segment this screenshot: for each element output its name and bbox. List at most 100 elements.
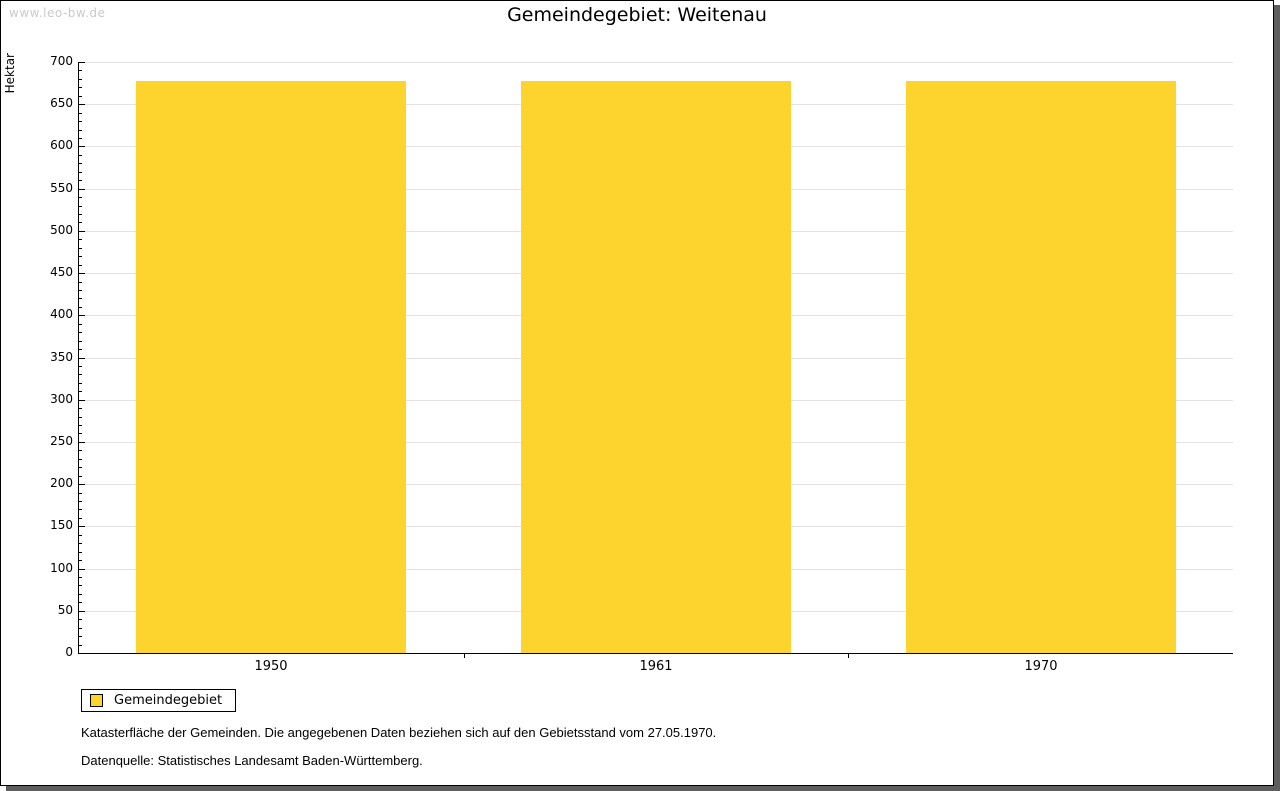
- y-axis-minor-tick: [79, 138, 82, 139]
- y-axis-tick-label: 150: [50, 518, 73, 532]
- y-axis-major-tick: [79, 442, 85, 443]
- y-axis-major-tick: [79, 611, 85, 612]
- y-axis-major-tick: [79, 358, 85, 359]
- y-axis-minor-tick: [79, 222, 82, 223]
- y-axis-minor-tick: [79, 163, 82, 164]
- y-axis-tick-label: 650: [50, 96, 73, 110]
- y-axis-minor-tick: [79, 467, 82, 468]
- y-axis-minor-tick: [79, 552, 82, 553]
- y-axis-minor-tick: [79, 206, 82, 207]
- y-axis-tick-label: 400: [50, 307, 73, 321]
- y-axis-minor-tick: [79, 509, 82, 510]
- y-axis-minor-tick: [79, 408, 82, 409]
- y-axis-minor-tick: [79, 341, 82, 342]
- y-axis-minor-tick: [79, 248, 82, 249]
- bar-1970: [906, 81, 1176, 653]
- y-axis-minor-tick: [79, 417, 82, 418]
- x-axis-tick-label: 1961: [639, 659, 673, 674]
- y-axis-minor-tick: [79, 577, 82, 578]
- y-axis-minor-tick: [79, 172, 82, 173]
- y-axis-major-tick: [79, 231, 85, 232]
- plot-area: 0 50 100 150 200 250 300 350 400 450 500 550 600 650 7…: [50, 54, 1233, 674]
- y-axis-minor-tick: [79, 214, 82, 215]
- y-axis-minor-tick: [79, 645, 82, 646]
- y-axis-tick-label: 600: [50, 138, 73, 152]
- y-axis-minor-tick: [79, 501, 82, 502]
- y-axis-minor-tick: [79, 476, 82, 477]
- x-axis-boundary-tick: [848, 654, 849, 658]
- y-axis-minor-tick: [79, 636, 82, 637]
- y-axis-minor-tick: [79, 79, 82, 80]
- y-axis-tick-label: 700: [50, 54, 73, 68]
- y-axis-major-tick: [79, 653, 85, 654]
- y-axis-major-tick: [79, 484, 85, 485]
- watermark-url: www.leo-bw.de: [9, 6, 106, 20]
- y-axis-minor-tick: [79, 349, 82, 350]
- chart-title: Gemeindegebiet: Weitenau: [507, 4, 767, 26]
- y-axis-tick-label: 350: [50, 350, 73, 364]
- y-axis-major-tick: [79, 569, 85, 570]
- y-axis-tick-label: 250: [50, 434, 73, 448]
- y-axis-major-tick: [79, 189, 85, 190]
- y-axis-major-tick: [79, 62, 85, 63]
- y-axis-minor-tick: [79, 121, 82, 122]
- y-axis-minor-tick: [79, 628, 82, 629]
- y-axis-tick-label: 300: [50, 392, 73, 406]
- footnote-datasource: Datenquelle: Statistisches Landesamt Bad…: [81, 753, 423, 768]
- y-axis-minor-tick: [79, 535, 82, 536]
- y-axis-major-tick: [79, 400, 85, 401]
- y-axis-minor-tick: [79, 594, 82, 595]
- y-axis-minor-tick: [79, 180, 82, 181]
- y-axis-minor-tick: [79, 332, 82, 333]
- y-axis-minor-tick: [79, 518, 82, 519]
- legend-label: Gemeindegebiet: [114, 693, 223, 708]
- y-axis-major-tick: [79, 526, 85, 527]
- y-axis-minor-tick: [79, 450, 82, 451]
- y-axis-major-tick: [79, 104, 85, 105]
- y-axis-major-tick: [79, 315, 85, 316]
- y-axis-tick-label: 450: [50, 265, 73, 279]
- x-axis-tick-label: 1950: [254, 659, 288, 674]
- y-axis-minor-tick: [79, 459, 82, 460]
- y-axis-minor-tick: [79, 282, 82, 283]
- y-axis-minor-tick: [79, 324, 82, 325]
- y-axis-minor-tick: [79, 493, 82, 494]
- bar-1950: [136, 81, 406, 653]
- y-axis-tick-label: 200: [50, 476, 73, 490]
- y-axis-minor-tick: [79, 96, 82, 97]
- y-axis-minor-tick: [79, 113, 82, 114]
- y-axis-tick-label: 0: [65, 645, 73, 659]
- y-axis-minor-tick: [79, 239, 82, 240]
- y-axis-minor-tick: [79, 383, 82, 384]
- footnote-description: Katasterfläche der Gemeinden. Die angege…: [81, 725, 717, 740]
- y-axis-minor-tick: [79, 256, 82, 257]
- y-axis-minor-tick: [79, 197, 82, 198]
- y-axis-minor-tick: [79, 425, 82, 426]
- y-axis-minor-tick: [79, 290, 82, 291]
- y-axis-minor-tick: [79, 585, 82, 586]
- y-axis-major-tick: [79, 146, 85, 147]
- y-axis-minor-tick: [79, 155, 82, 156]
- y-axis-tick-label: 50: [57, 603, 73, 617]
- y-axis-minor-tick: [79, 374, 82, 375]
- y-axis-tick-label: 550: [50, 181, 73, 195]
- y-axis-minor-tick: [79, 265, 82, 266]
- y-axis-minor-tick: [79, 602, 82, 603]
- y-axis-minor-tick: [79, 619, 82, 620]
- bar-1961: [521, 81, 791, 653]
- y-axis-minor-tick: [79, 70, 82, 71]
- y-axis-minor-tick: [79, 130, 82, 131]
- y-axis-major-tick: [79, 273, 85, 274]
- legend-swatch-icon: [90, 694, 103, 707]
- y-axis-minor-tick: [79, 298, 82, 299]
- x-axis-tick-label: 1970: [1024, 659, 1058, 674]
- y-axis-minor-tick: [79, 560, 82, 561]
- legend: Gemeindegebiet: [81, 689, 237, 712]
- y-axis-minor-tick: [79, 543, 82, 544]
- y-axis-title: Hektar: [3, 53, 17, 94]
- y-gridline: [79, 62, 1233, 63]
- y-axis-minor-tick: [79, 433, 82, 434]
- y-axis-minor-tick: [79, 87, 82, 88]
- y-axis-minor-tick: [79, 307, 82, 308]
